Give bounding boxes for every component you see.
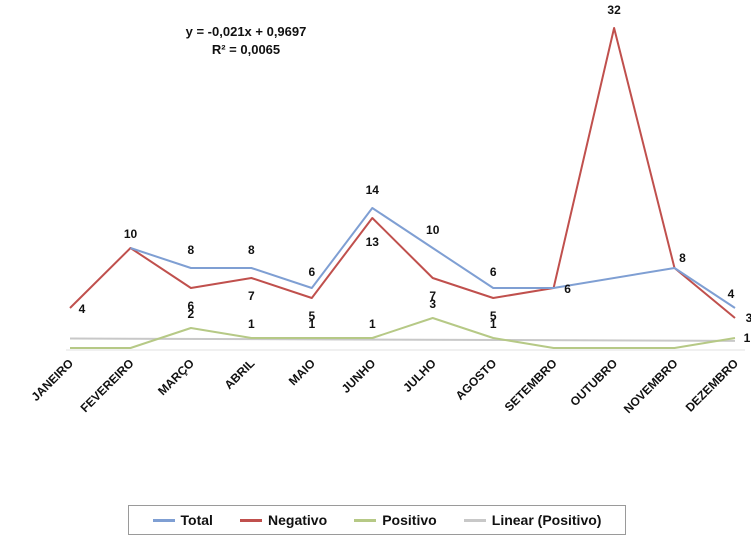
data-label-negativo-janeiro: 4 <box>79 302 86 316</box>
trendline-equation: y = -0,021x + 0,9697 <box>185 24 307 39</box>
data-label-negativo-outubro: 32 <box>607 3 621 17</box>
x-tick-label-setembro: SETEMBRO <box>502 356 560 414</box>
legend-label-linear-positivo: Linear (Positivo) <box>491 512 602 528</box>
legend-label-positivo: Positivo <box>382 512 437 528</box>
data-label-negativo-setembro: 6 <box>564 282 571 296</box>
legend-label-negativo: Negativo <box>268 512 328 528</box>
data-label-negativo-junho: 13 <box>366 235 380 249</box>
x-tick-label-julho: JULHO <box>400 356 439 395</box>
x-tick-label-junho: JUNHO <box>339 356 379 396</box>
data-label-positivo-abril: 1 <box>248 317 255 331</box>
data-label-total-abril: 8 <box>248 243 255 257</box>
data-label-positivo-maio: 1 <box>308 317 315 331</box>
series-layer <box>69 27 736 349</box>
legend-swatch-total <box>152 518 175 522</box>
legend-swatch-linear-positivo <box>463 518 486 522</box>
data-label-positivo-agosto: 1 <box>490 317 497 331</box>
data-label-negativo-agosto: 5 <box>490 309 497 323</box>
data-label-negativo-mar-o: 6 <box>188 299 195 313</box>
series-line-negativo <box>69 27 736 319</box>
data-label-total-julho: 10 <box>426 223 440 237</box>
data-label-total-maio: 6 <box>308 265 315 279</box>
data-label-negativo-dezembro: 3 <box>746 311 751 325</box>
data-label-positivo-dezembro: 1 <box>744 331 751 345</box>
x-tick-labels-layer: JANEIRO FEVEREIRO MARÇO ABRIL MAIO JUNHO JULHO… <box>29 356 742 416</box>
legend-item-linear-positivo: Linear (Positivo) <box>463 512 602 528</box>
x-tick-label-fevereiro: FEVEREIRO <box>78 356 137 415</box>
trendline-r-squared: R² = 0,0065 <box>211 42 281 57</box>
data-label-positivo-mar-o: 2 <box>188 307 195 321</box>
legend-swatch-negativo <box>240 518 263 522</box>
x-tick-label-outubro: OUTUBRO <box>567 356 620 409</box>
x-tick-label-janeiro: JANEIRO <box>29 356 77 404</box>
data-label-negativo-julho: 7 <box>429 289 436 303</box>
legend: Total Negativo Positivo Linear (Positivo… <box>128 505 626 535</box>
data-label-negativo-maio: 5 <box>308 309 315 323</box>
legend-item-positivo: Positivo <box>354 512 437 528</box>
data-label-positivo-julho: 3 <box>429 297 436 311</box>
data-label-positivo-junho: 1 <box>369 317 376 331</box>
x-tick-label-mar-o: MARÇO <box>155 356 197 398</box>
data-label-total-novembro: 8 <box>679 251 686 265</box>
data-label-total-junho: 14 <box>366 183 380 197</box>
data-label-total-fevereiro: 10 <box>124 227 138 241</box>
legend-swatch-positivo <box>354 518 377 522</box>
x-tick-label-dezembro: DEZEMBRO <box>683 356 741 414</box>
x-tick-label-maio: MAIO <box>286 356 318 388</box>
data-label-negativo-abril: 7 <box>248 289 255 303</box>
x-tick-label-abril: ABRIL <box>222 356 258 392</box>
data-label-total-dezembro: 4 <box>728 287 735 301</box>
series-line-total <box>130 207 736 309</box>
legend-item-total: Total <box>152 512 213 528</box>
legend-label-total: Total <box>180 512 213 528</box>
x-tick-label-novembro: NOVEMBRO <box>621 356 681 416</box>
data-label-total-agosto: 6 <box>490 265 497 279</box>
series-line-positivo <box>70 317 736 349</box>
data-label-total-mar-o: 8 <box>188 243 195 257</box>
legend-item-negativo: Negativo <box>240 512 327 528</box>
x-tick-label-agosto: AGOSTO <box>453 356 500 403</box>
trendline-linear-positivo <box>69 337 736 342</box>
